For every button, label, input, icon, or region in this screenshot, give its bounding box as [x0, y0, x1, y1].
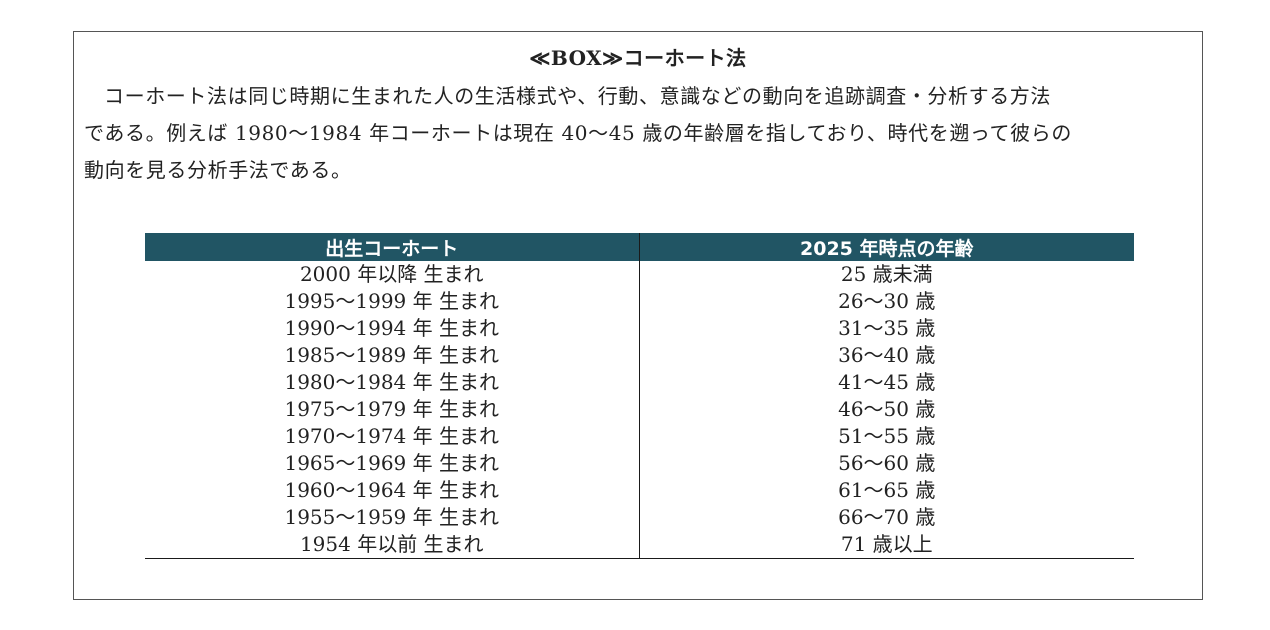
cell-cohort: 1954 年以前 生まれ [145, 531, 640, 559]
cell-age: 46～50 歳 [838, 397, 936, 421]
paragraph-line-2: である。例えば 1980～1984 年コーホートは現在 40～45 歳の年齢層を… [84, 121, 1072, 145]
cell-cohort: 1990～1994 年 生まれ [145, 315, 640, 342]
table-row: 1985～1989 年 生まれ 36～40 歳 [145, 342, 1134, 369]
table-row: 1970～1974 年 生まれ 51～55 歳 [145, 423, 1134, 450]
cell-cohort: 1995～1999 年 生まれ [145, 288, 640, 315]
table-row: 1980～1984 年 生まれ 41～45 歳 [145, 369, 1134, 396]
cell-age: 51～55 歳 [838, 424, 936, 448]
cell-age: 41～45 歳 [838, 370, 936, 394]
table-header-row: 出生コーホート 2025 年時点の年齢 [145, 233, 1134, 261]
table-row: 1990～1994 年 生まれ 31～35 歳 [145, 315, 1134, 342]
cohort-table-container: 出生コーホート 2025 年時点の年齢 2000 年以降 生まれ 25 歳未満 … [145, 233, 1134, 559]
box-title: ≪BOX≫コーホート法 [74, 42, 1202, 71]
table-row: 1965～1969 年 生まれ 56～60 歳 [145, 450, 1134, 477]
cell-cohort: 1965～1969 年 生まれ [145, 450, 640, 477]
cell-cohort: 1955～1959 年 生まれ [145, 504, 640, 531]
paragraph-line-1: コーホート法は同じ時期に生まれた人の生活様式や、行動、意識などの動向を追跡調査・… [104, 84, 1051, 108]
box-title-main: コーホート法 [623, 46, 747, 70]
cell-age: 36～40 歳 [838, 343, 936, 367]
cell-age: 66～70 歳 [838, 505, 936, 529]
cell-age: 31～35 歳 [838, 316, 936, 340]
header-birth-cohort: 出生コーホート [145, 233, 640, 261]
description-paragraph: コーホート法は同じ時期に生まれた人の生活様式や、行動、意識などの動向を追跡調査・… [84, 78, 1194, 189]
table-row: 1955～1959 年 生まれ 66～70 歳 [145, 504, 1134, 531]
box-title-prefix: ≪BOX≫ [529, 46, 624, 70]
cell-cohort: 1975～1979 年 生まれ [145, 396, 640, 423]
table-row: 2000 年以降 生まれ 25 歳未満 [145, 261, 1134, 288]
table-row: 1960～1964 年 生まれ 61～65 歳 [145, 477, 1134, 504]
cohort-box: ≪BOX≫コーホート法 コーホート法は同じ時期に生まれた人の生活様式や、行動、意… [73, 31, 1203, 600]
header-age-2025: 2025 年時点の年齢 [639, 233, 1134, 261]
table-body: 2000 年以降 生まれ 25 歳未満 1995～1999 年 生まれ 26～3… [145, 261, 1134, 559]
table-row: 1954 年以前 生まれ 71 歳以上 [145, 531, 1134, 559]
cell-age: 61～65 歳 [838, 478, 936, 502]
cell-cohort: 1980～1984 年 生まれ [145, 369, 640, 396]
cell-cohort: 2000 年以降 生まれ [145, 261, 640, 288]
cell-age: 71 歳以上 [639, 531, 1134, 559]
table-row: 1995～1999 年 生まれ 26～30 歳 [145, 288, 1134, 315]
cell-age: 25 歳未満 [840, 262, 933, 286]
cell-age: 56～60 歳 [838, 451, 936, 475]
cell-age: 26～30 歳 [838, 289, 936, 313]
cell-cohort: 1960～1964 年 生まれ [145, 477, 640, 504]
paragraph-line-3: 動向を見る分析手法である。 [84, 158, 352, 182]
cell-cohort: 1985～1989 年 生まれ [145, 342, 640, 369]
cohort-table: 出生コーホート 2025 年時点の年齢 2000 年以降 生まれ 25 歳未満 … [145, 233, 1134, 559]
table-row: 1975～1979 年 生まれ 46～50 歳 [145, 396, 1134, 423]
cell-cohort: 1970～1974 年 生まれ [145, 423, 640, 450]
